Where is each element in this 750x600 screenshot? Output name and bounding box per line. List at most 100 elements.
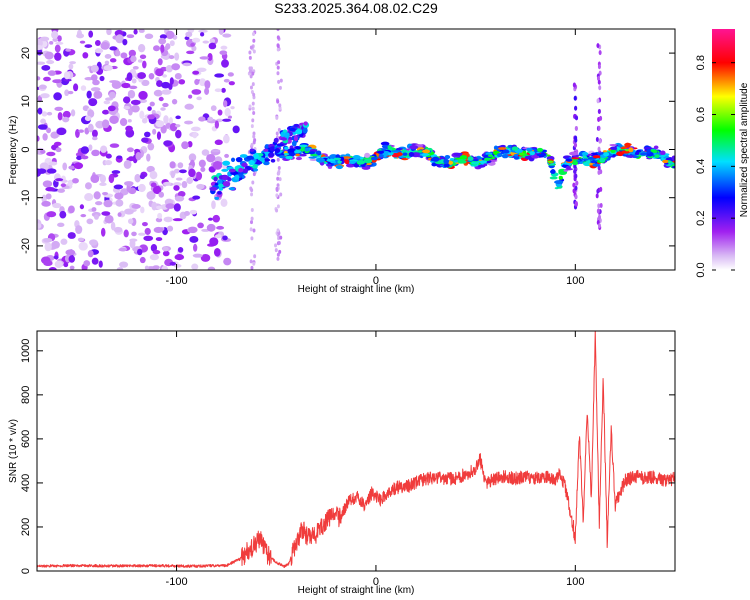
colorbar-label: Normalized spectral amplitude (739, 82, 750, 217)
noise-blob (42, 133, 48, 141)
noise-blob (139, 173, 146, 180)
trace-blob (227, 177, 232, 182)
streak-blob (250, 216, 254, 221)
trace-blob (242, 168, 249, 174)
snr-y-tick-label: 600 (20, 430, 32, 448)
noise-blob (54, 141, 62, 146)
noise-blob (221, 59, 229, 68)
noise-blob (155, 120, 165, 128)
trace-blob (376, 150, 385, 154)
noise-blob (214, 120, 220, 129)
trace-blob (502, 149, 510, 154)
noise-blob (46, 211, 57, 218)
noise-blob (160, 107, 166, 111)
noise-blob (169, 77, 174, 85)
noise-blob (90, 74, 98, 82)
noise-blob (73, 83, 79, 92)
snr-x-axis-label: Height of straight line (km) (298, 585, 415, 596)
noise-blob (223, 78, 230, 83)
streak-blob (277, 79, 281, 84)
streak-blob (574, 173, 578, 179)
noise-blob (91, 129, 98, 138)
noise-blob (128, 49, 136, 57)
streak-blob (574, 115, 579, 121)
noise-blob (119, 118, 128, 127)
trace-blob (483, 157, 491, 161)
noise-blob (80, 213, 87, 218)
streak-blob (252, 49, 256, 54)
colorbar-ticks: 0.0 0.2 0.4 0.6 0.8 (695, 55, 735, 278)
noise-blob (157, 58, 163, 66)
noise-blob (151, 201, 157, 211)
streak-blob (278, 103, 282, 108)
trace-blob (234, 165, 240, 170)
trace-blob (299, 153, 307, 157)
trace-blob (382, 151, 391, 156)
trace-blob (634, 151, 640, 156)
streak-blob (596, 43, 600, 49)
streak-blob (276, 157, 280, 162)
trace-blob (217, 191, 222, 195)
trace-blob (431, 162, 437, 167)
trace-blob (288, 128, 296, 132)
noise-blob (103, 65, 113, 71)
trace-blob (599, 157, 606, 163)
snr-x-tick-label: 0 (373, 576, 379, 588)
snr-x-tick-label: 100 (566, 576, 584, 588)
streak-blob (252, 32, 256, 37)
noise-blob (220, 45, 228, 50)
noise-blob (149, 254, 160, 261)
noise-blob (222, 33, 232, 38)
noise-blob (109, 46, 118, 51)
noise-blob (70, 109, 76, 117)
trace-blob (263, 148, 269, 152)
trace-blob (246, 155, 254, 160)
noise-blob (166, 225, 174, 232)
trace-blob (643, 147, 652, 150)
noise-blob (114, 192, 124, 200)
noise-blob (146, 190, 156, 200)
noise-blob (68, 205, 75, 214)
noise-blob (91, 207, 97, 212)
noise-blob (181, 180, 188, 189)
noise-blob (156, 131, 162, 140)
noise-blob (69, 61, 76, 65)
snr-y-axis-label: SNR (10 * v/v) (8, 419, 19, 483)
noise-blob (159, 34, 167, 40)
colorbar-gradient (712, 29, 735, 270)
noise-blob (76, 155, 82, 161)
noise-blob (84, 44, 93, 48)
noise-blob (101, 119, 110, 129)
noise-blob (138, 29, 145, 33)
noise-blob (161, 265, 169, 270)
streak-blob (276, 29, 280, 32)
noise-blob (48, 161, 58, 166)
noise-blob (173, 203, 181, 212)
noise-blob (201, 149, 210, 156)
trace-blob (603, 152, 610, 157)
trace-blob (388, 152, 394, 156)
noise-blob (174, 52, 180, 61)
noise-blob (217, 109, 223, 116)
noise-blob (115, 50, 121, 57)
trace-blob (304, 147, 310, 152)
snr-y-tick-label: 200 (20, 518, 32, 536)
noise-blob (141, 117, 148, 124)
trace-blob (335, 165, 343, 170)
noise-blob (46, 60, 55, 65)
trace-blob (259, 157, 265, 161)
noise-blob (198, 159, 206, 168)
noise-blob (54, 260, 63, 269)
noise-blob (188, 168, 196, 178)
trace-blob (550, 163, 555, 166)
trace-blob (472, 159, 479, 162)
noise-blob (148, 72, 155, 80)
noise-blob (143, 235, 154, 241)
trace-blob (628, 147, 634, 153)
noise-blob (52, 202, 62, 209)
trace-blob (610, 146, 618, 150)
noise-blob (131, 78, 137, 84)
trace-blob (267, 152, 275, 158)
streak-blob (574, 105, 578, 111)
noise-blob (153, 89, 163, 97)
